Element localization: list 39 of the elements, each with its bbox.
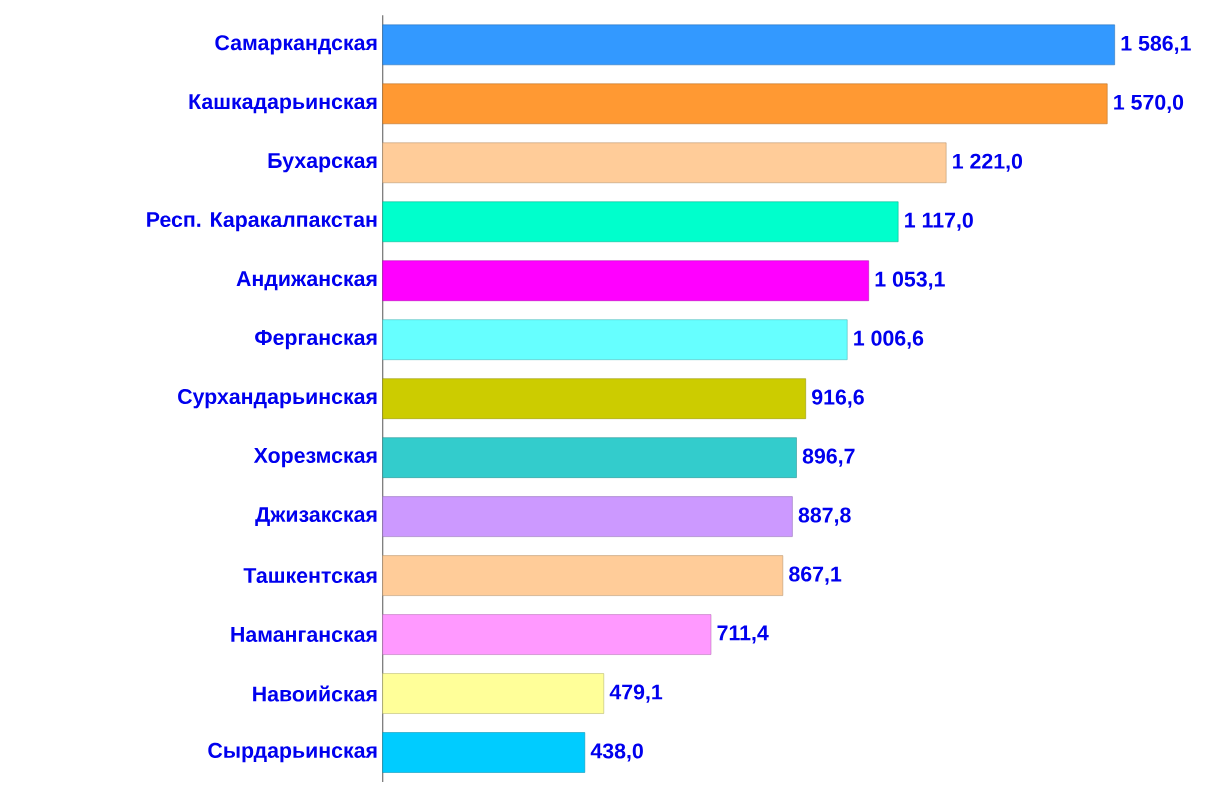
data-label: 1 221,0	[953, 153, 1023, 172]
bar	[382, 24, 1115, 66]
y-tick-label: Наманганская	[231, 627, 377, 642]
bar	[382, 319, 848, 360]
data-label: 1 570,0	[1114, 94, 1184, 113]
bar	[382, 201, 899, 243]
y-tick-label: Респ. Каракалпакстан	[147, 212, 377, 232]
bar	[382, 732, 586, 773]
bar	[382, 614, 712, 655]
bar	[382, 83, 1108, 125]
data-label: 867,1	[789, 566, 842, 585]
y-tick-label: Навоийская	[253, 685, 377, 702]
data-label: 1 117,0	[905, 212, 973, 231]
y-tick-label: Сурхандарьинская	[178, 389, 377, 409]
y-tick-label: Джизакская	[255, 507, 377, 527]
data-label: 438,0	[590, 743, 643, 762]
y-tick-label: Бухарская	[268, 153, 377, 173]
data-label: 887,8	[798, 507, 851, 526]
y-tick-label: Самаркандская	[215, 35, 377, 55]
y-tick-label: Ташкентская	[243, 568, 377, 584]
data-label: 711,4	[717, 625, 769, 644]
y-tick-label: Сырдарьинская	[208, 742, 377, 763]
bar	[382, 496, 793, 537]
data-label: 916,6	[812, 389, 864, 408]
bar	[382, 378, 806, 419]
y-tick-label: Кашкадарьинская	[189, 94, 377, 114]
bar	[382, 142, 947, 184]
bar	[382, 673, 605, 714]
bar	[382, 437, 797, 478]
data-label: 479,1	[609, 684, 663, 703]
data-label: 896,7	[802, 448, 855, 467]
y-tick-label: Хорезмская	[253, 448, 377, 468]
bar	[382, 260, 869, 301]
y-tick-label: Ферганская	[255, 330, 377, 350]
data-label: 1 006,6	[854, 330, 924, 349]
y-tick-label: Андижанская	[236, 271, 377, 291]
data-label: 1 053,1	[875, 271, 945, 290]
bar	[382, 555, 784, 596]
data-label: 1 586,1	[1121, 35, 1191, 54]
